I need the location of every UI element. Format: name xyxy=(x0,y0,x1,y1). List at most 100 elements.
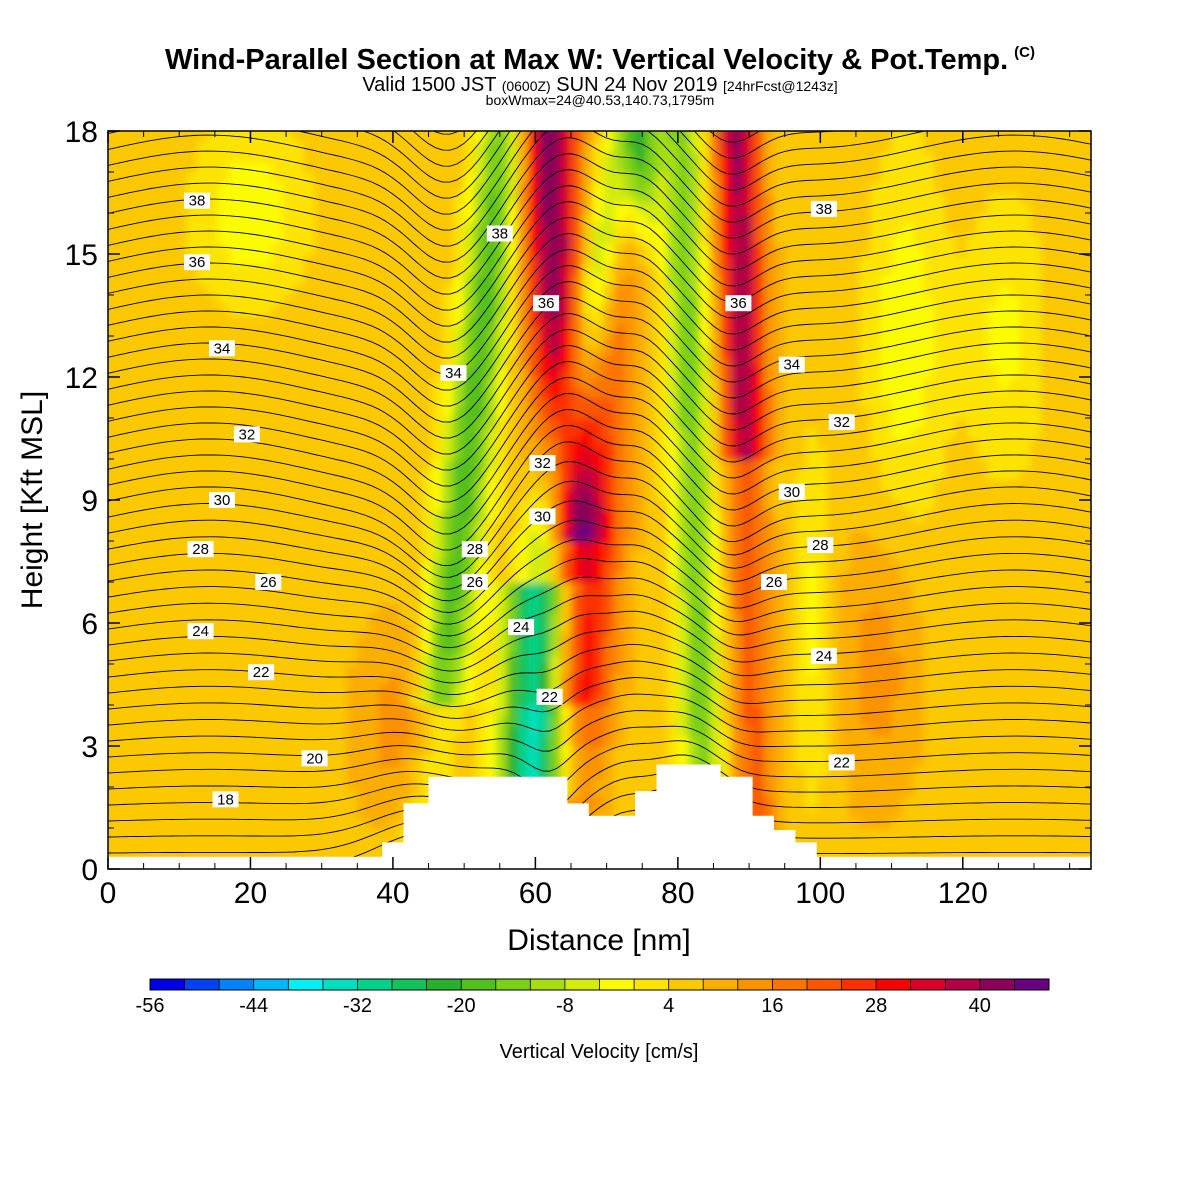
velocity-cell xyxy=(581,623,594,635)
velocity-cell xyxy=(699,530,711,542)
velocity-cell xyxy=(293,551,305,563)
velocity-cell xyxy=(474,653,487,665)
velocity-cell xyxy=(197,223,209,235)
velocity-cell xyxy=(143,828,156,840)
velocity-cell xyxy=(122,694,134,706)
velocity-cell xyxy=(806,705,818,717)
velocity-cell xyxy=(400,756,412,768)
velocity-cell xyxy=(560,182,572,194)
velocity-cell xyxy=(239,448,252,460)
velocity-cell xyxy=(368,172,380,184)
velocity-cell xyxy=(709,397,722,409)
velocity-cell xyxy=(603,776,615,788)
velocity-cell xyxy=(122,428,134,440)
velocity-cell xyxy=(218,582,230,594)
velocity-cell xyxy=(389,592,401,604)
velocity-cell xyxy=(400,131,412,132)
velocity-cell xyxy=(165,131,177,132)
velocity-cell xyxy=(774,797,786,809)
velocity-cell xyxy=(325,817,337,829)
velocity-cell xyxy=(432,111,444,122)
velocity-cell xyxy=(239,694,252,706)
velocity-cell xyxy=(108,541,113,553)
velocity-cell xyxy=(389,561,401,573)
velocity-cell xyxy=(400,510,412,522)
velocity-cell xyxy=(806,336,818,348)
velocity-cell xyxy=(613,551,626,563)
velocity-cell xyxy=(108,377,113,389)
velocity-cell xyxy=(186,817,198,829)
velocity-cell xyxy=(400,715,412,727)
velocity-cell xyxy=(549,746,562,758)
velocity-cell xyxy=(453,223,465,235)
velocity-cell xyxy=(239,807,252,819)
velocity-cell xyxy=(400,561,412,573)
velocity-cell xyxy=(571,161,583,173)
velocity-cell xyxy=(186,756,198,768)
velocity-cell xyxy=(335,684,348,696)
velocity-cell xyxy=(571,356,583,368)
velocity-cell xyxy=(410,776,423,788)
velocity-cell xyxy=(108,161,113,173)
velocity-cell xyxy=(250,479,262,491)
velocity-cell xyxy=(165,633,177,645)
velocity-cell xyxy=(165,725,177,737)
velocity-cell xyxy=(335,664,348,676)
velocity-cell xyxy=(774,592,786,604)
velocity-cell xyxy=(485,766,497,778)
velocity-cell xyxy=(560,459,572,471)
velocity-cell xyxy=(731,151,743,163)
velocity-cell xyxy=(506,182,519,194)
velocity-cell xyxy=(197,705,209,717)
velocity-cell xyxy=(282,746,294,758)
velocity-cell xyxy=(624,295,636,307)
velocity-cell xyxy=(282,756,294,768)
velocity-cell xyxy=(506,202,519,214)
velocity-cell xyxy=(784,674,797,686)
velocity-cell xyxy=(389,479,401,491)
velocity-cell xyxy=(688,500,700,512)
velocity-cell xyxy=(250,766,262,778)
velocity-cell xyxy=(624,715,636,727)
velocity-cell xyxy=(581,776,594,788)
velocity-cell xyxy=(325,694,337,706)
velocity-cell xyxy=(784,653,797,665)
velocity-cell xyxy=(229,356,241,368)
velocity-cell xyxy=(293,643,305,655)
velocity-cell xyxy=(677,592,690,604)
velocity-cell xyxy=(774,705,786,717)
velocity-cell xyxy=(432,766,444,778)
velocity-cell xyxy=(346,694,359,706)
velocity-cell xyxy=(154,182,166,194)
velocity-cell xyxy=(197,694,209,706)
velocity-cell xyxy=(699,623,711,635)
velocity-cell xyxy=(410,295,423,307)
velocity-cell xyxy=(357,387,369,399)
velocity-cell xyxy=(207,612,220,624)
velocity-cell xyxy=(111,643,124,655)
velocity-cell xyxy=(378,131,391,132)
velocity-cell xyxy=(293,243,305,255)
velocity-cell xyxy=(143,141,156,153)
velocity-cell xyxy=(325,612,337,624)
velocity-cell xyxy=(635,141,647,153)
velocity-cell xyxy=(645,305,658,317)
velocity-cell xyxy=(571,735,583,747)
velocity-cell xyxy=(111,664,124,676)
velocity-cell xyxy=(400,694,412,706)
velocity-cell xyxy=(549,397,562,409)
velocity-cell xyxy=(282,233,294,245)
velocity-cell xyxy=(742,551,754,563)
velocity-cell xyxy=(368,797,380,809)
velocity-cell xyxy=(108,561,113,573)
velocity-cell xyxy=(421,387,433,399)
velocity-cell xyxy=(314,541,327,553)
velocity-cell xyxy=(421,254,433,266)
velocity-cell xyxy=(389,797,401,809)
velocity-cell xyxy=(645,489,658,501)
velocity-cell xyxy=(603,418,615,430)
velocity-cell xyxy=(442,582,455,594)
velocity-cell xyxy=(581,295,594,307)
velocity-cell xyxy=(421,469,433,481)
velocity-cell xyxy=(656,623,668,635)
